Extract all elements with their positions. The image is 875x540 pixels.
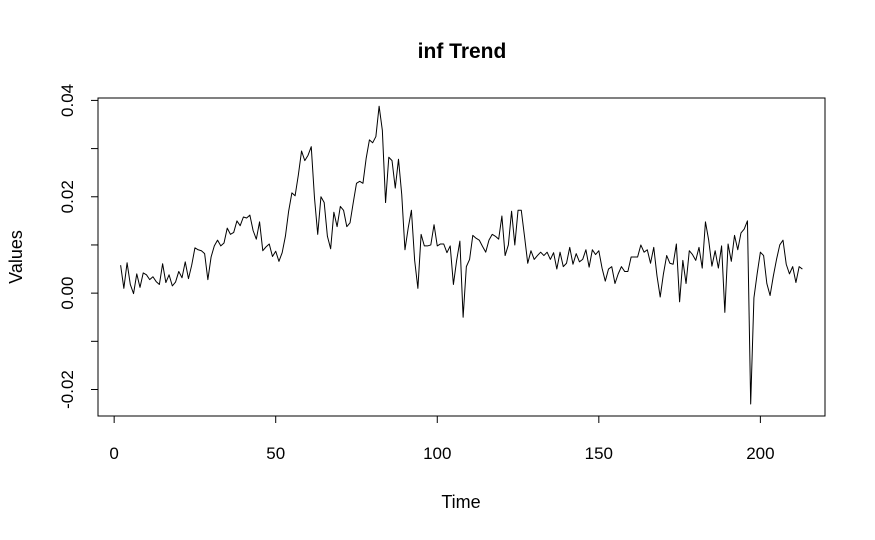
chart-title: inf Trend bbox=[418, 40, 507, 63]
plot-area bbox=[120, 105, 803, 405]
y-tick-label: 0.04 bbox=[58, 84, 77, 117]
y-tick-label: 0.02 bbox=[58, 180, 77, 213]
x-tick-label: 200 bbox=[746, 444, 774, 463]
y-axis: -0.02 0.00 0.02 0.04 bbox=[58, 84, 99, 409]
x-tick-label: 50 bbox=[266, 444, 285, 463]
y-tick-label: -0.02 bbox=[58, 370, 77, 409]
x-axis: 0 50 100 150 200 bbox=[109, 415, 775, 463]
y-tick-label: 0.00 bbox=[58, 277, 77, 310]
x-tick-label: 100 bbox=[423, 444, 451, 463]
y-axis-label: Values bbox=[6, 230, 26, 284]
x-tick-label: 150 bbox=[585, 444, 613, 463]
series-line bbox=[120, 105, 803, 405]
x-tick-label: 0 bbox=[109, 444, 118, 463]
x-axis-label: Time bbox=[441, 492, 480, 512]
